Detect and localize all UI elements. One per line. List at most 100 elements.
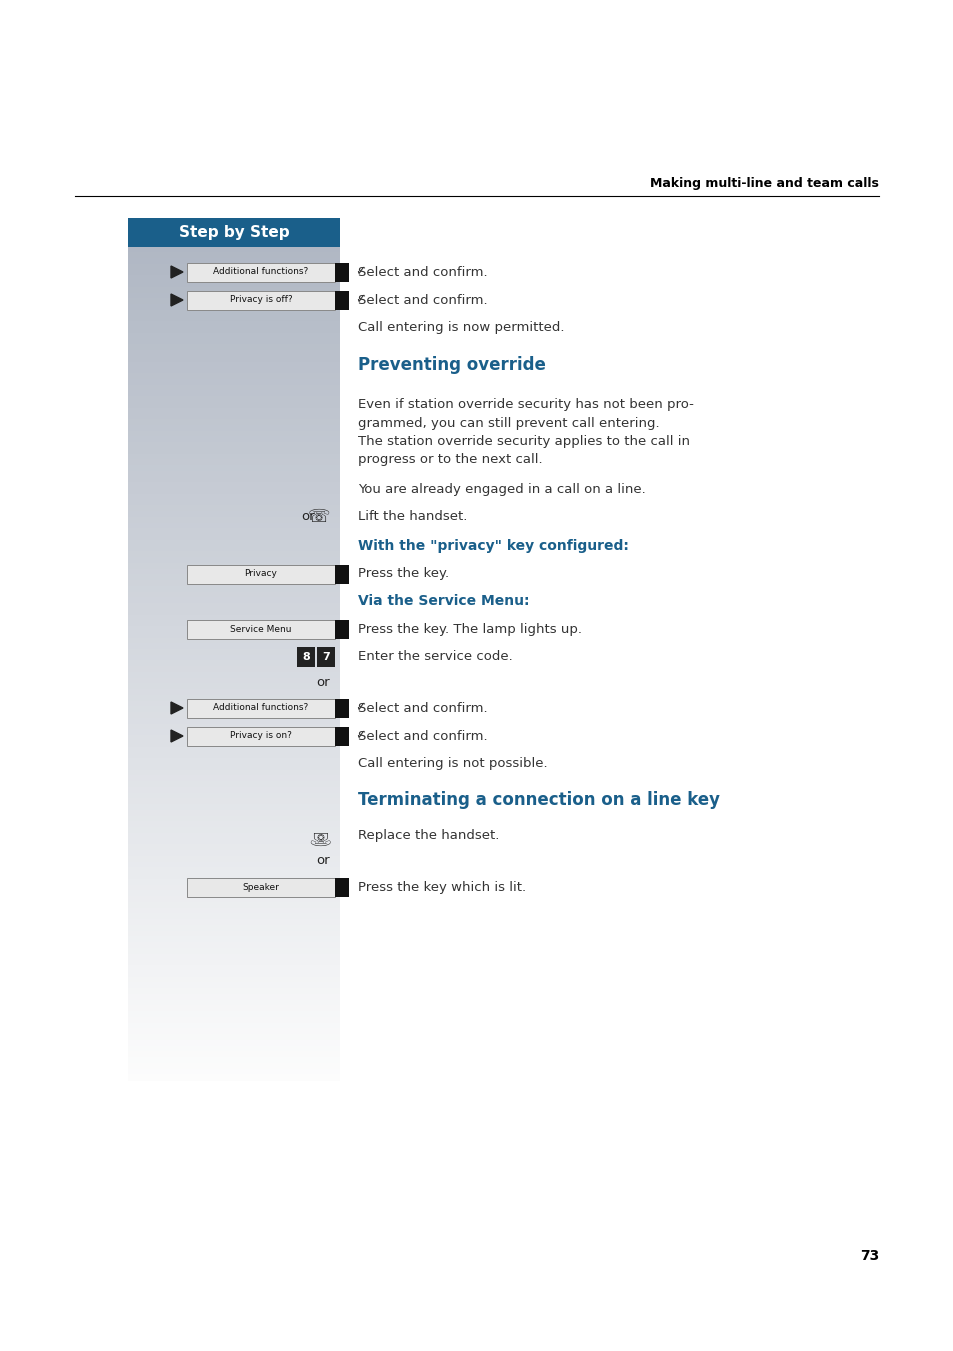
Bar xyxy=(335,727,349,746)
Bar xyxy=(128,230,339,236)
Bar xyxy=(128,1017,339,1024)
Bar xyxy=(128,408,339,415)
Bar xyxy=(128,396,339,403)
Bar xyxy=(335,878,349,897)
Bar xyxy=(128,827,339,834)
Bar xyxy=(128,857,339,863)
Bar xyxy=(128,1005,339,1012)
Bar xyxy=(128,247,339,254)
Bar xyxy=(128,919,339,925)
Text: Lift the handset.: Lift the handset. xyxy=(357,511,467,523)
Bar xyxy=(128,971,339,978)
Bar xyxy=(128,689,339,696)
Bar xyxy=(128,511,339,517)
Bar xyxy=(128,345,339,351)
Bar xyxy=(128,258,339,265)
Bar xyxy=(128,603,339,609)
Bar xyxy=(128,218,339,247)
Bar xyxy=(128,684,339,690)
Polygon shape xyxy=(171,730,183,742)
Bar xyxy=(128,763,339,770)
Bar xyxy=(128,1040,339,1047)
Bar xyxy=(128,449,339,455)
Bar xyxy=(128,821,339,828)
Text: Privacy: Privacy xyxy=(244,570,277,578)
Bar xyxy=(128,1069,339,1075)
Bar xyxy=(128,546,339,553)
Text: Speaker: Speaker xyxy=(242,882,279,892)
Text: Press the key.: Press the key. xyxy=(357,567,449,581)
Bar xyxy=(128,563,339,570)
Bar xyxy=(128,471,339,478)
Bar xyxy=(128,523,339,530)
Bar xyxy=(128,1074,339,1081)
Bar xyxy=(128,286,339,293)
Bar xyxy=(128,632,339,639)
Bar xyxy=(128,454,339,461)
Bar xyxy=(128,643,339,650)
Bar xyxy=(187,262,335,281)
Bar xyxy=(128,534,339,540)
Bar xyxy=(335,620,349,639)
Bar xyxy=(187,698,335,717)
Bar xyxy=(128,890,339,897)
Bar xyxy=(128,390,339,397)
Text: ✓: ✓ xyxy=(355,701,365,715)
Bar xyxy=(335,290,349,309)
Text: Step by Step: Step by Step xyxy=(178,226,289,240)
Bar xyxy=(128,839,339,846)
Bar xyxy=(128,339,339,346)
Bar xyxy=(187,727,335,746)
Polygon shape xyxy=(171,703,183,713)
Bar xyxy=(128,753,339,759)
Bar xyxy=(128,1056,339,1063)
Text: Even if station override security has not been pro-
grammed, you can still preve: Even if station override security has no… xyxy=(357,399,693,466)
Text: Privacy is on?: Privacy is on? xyxy=(230,731,292,740)
Bar xyxy=(128,850,339,857)
Bar xyxy=(128,355,339,362)
Text: Terminating a connection on a line key: Terminating a connection on a line key xyxy=(357,790,720,809)
Bar xyxy=(128,332,339,339)
Bar xyxy=(128,551,339,558)
Bar xyxy=(128,1011,339,1017)
Bar xyxy=(335,698,349,717)
Text: Select and confirm.: Select and confirm. xyxy=(357,293,487,307)
Bar xyxy=(128,373,339,380)
Bar xyxy=(128,982,339,989)
Bar xyxy=(128,276,339,282)
Bar xyxy=(128,740,339,747)
Text: Select and confirm.: Select and confirm. xyxy=(357,730,487,743)
Bar xyxy=(128,786,339,793)
Bar xyxy=(296,647,314,667)
Bar xyxy=(128,1028,339,1035)
Text: Privacy is off?: Privacy is off? xyxy=(230,296,292,304)
Bar xyxy=(128,235,339,242)
Text: Service Menu: Service Menu xyxy=(230,624,292,634)
Bar xyxy=(128,1051,339,1058)
Bar xyxy=(128,816,339,823)
Bar xyxy=(128,574,339,581)
Polygon shape xyxy=(171,295,183,305)
Bar xyxy=(128,655,339,662)
Bar xyxy=(128,844,339,851)
Bar xyxy=(128,873,339,880)
Text: Replace the handset.: Replace the handset. xyxy=(357,830,498,843)
Text: ✓: ✓ xyxy=(355,293,365,307)
Text: Via the Service Menu:: Via the Service Menu: xyxy=(357,594,529,608)
Bar xyxy=(128,540,339,547)
Bar xyxy=(128,620,339,627)
Text: Call entering is not possible.: Call entering is not possible. xyxy=(357,758,547,770)
Bar xyxy=(187,620,335,639)
Bar xyxy=(128,988,339,994)
Bar xyxy=(128,327,339,334)
Bar xyxy=(128,834,339,839)
Bar xyxy=(128,293,339,300)
Bar xyxy=(128,862,339,869)
Bar xyxy=(128,281,339,288)
Text: Making multi-line and team calls: Making multi-line and team calls xyxy=(649,177,878,190)
Text: or: or xyxy=(316,854,330,867)
Bar xyxy=(128,1023,339,1029)
Bar xyxy=(128,436,339,443)
Bar xyxy=(128,701,339,708)
Bar xyxy=(128,1063,339,1070)
